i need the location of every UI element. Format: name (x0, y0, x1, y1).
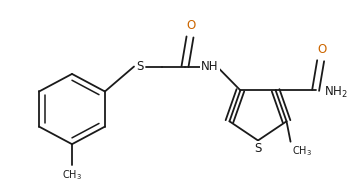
Text: O: O (186, 19, 196, 32)
Text: O: O (317, 43, 326, 56)
Text: CH$_3$: CH$_3$ (292, 145, 312, 158)
Text: NH$_2$: NH$_2$ (323, 85, 348, 100)
Text: NH: NH (201, 60, 219, 73)
Text: CH$_3$: CH$_3$ (62, 168, 82, 182)
Text: S: S (136, 60, 144, 73)
Text: S: S (254, 142, 262, 155)
